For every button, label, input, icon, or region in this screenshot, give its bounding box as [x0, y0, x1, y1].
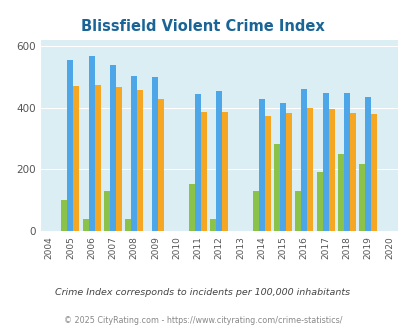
Bar: [94, 85, 100, 231]
Bar: [189, 184, 194, 231]
Text: Blissfield Violent Crime Index: Blissfield Violent Crime Index: [81, 19, 324, 34]
Bar: [328, 109, 334, 231]
Bar: [307, 108, 313, 231]
Bar: [252, 191, 258, 231]
Bar: [264, 115, 270, 231]
Bar: [273, 144, 279, 231]
Text: Crime Index corresponds to incidents per 100,000 inhabitants: Crime Index corresponds to incidents per…: [55, 287, 350, 297]
Bar: [88, 56, 94, 231]
Text: © 2025 CityRating.com - https://www.cityrating.com/crime-statistics/: © 2025 CityRating.com - https://www.city…: [64, 315, 341, 325]
Bar: [194, 94, 200, 231]
Bar: [61, 200, 67, 231]
Bar: [316, 172, 322, 231]
Bar: [125, 219, 131, 231]
Bar: [285, 113, 291, 231]
Bar: [358, 164, 364, 231]
Bar: [110, 65, 115, 231]
Bar: [104, 191, 110, 231]
Bar: [216, 90, 222, 231]
Bar: [349, 114, 355, 231]
Bar: [131, 76, 137, 231]
Bar: [115, 87, 122, 231]
Bar: [279, 103, 285, 231]
Bar: [337, 154, 343, 231]
Bar: [370, 114, 376, 231]
Bar: [295, 191, 301, 231]
Bar: [83, 219, 88, 231]
Bar: [343, 93, 349, 231]
Bar: [158, 99, 164, 231]
Bar: [67, 60, 73, 231]
Bar: [73, 86, 79, 231]
Bar: [364, 97, 370, 231]
Bar: [301, 89, 307, 231]
Bar: [222, 112, 228, 231]
Bar: [258, 99, 264, 231]
Bar: [200, 112, 207, 231]
Bar: [322, 93, 328, 231]
Bar: [210, 219, 216, 231]
Bar: [137, 90, 143, 231]
Bar: [152, 77, 158, 231]
